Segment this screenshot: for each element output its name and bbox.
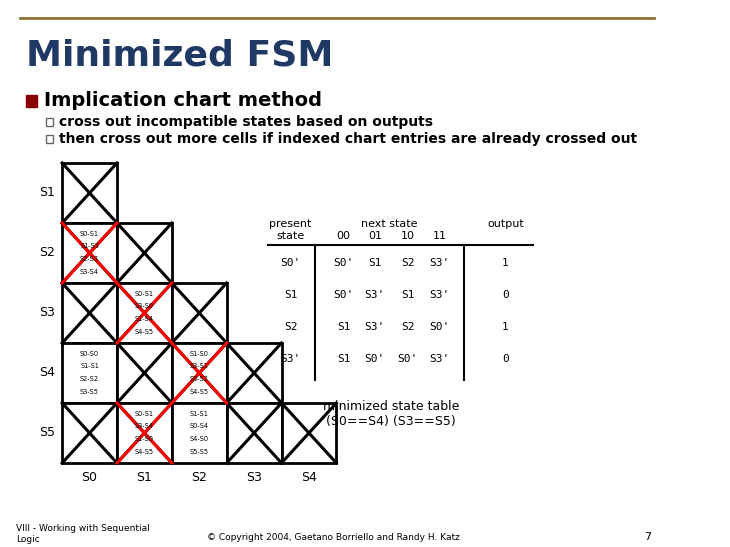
Text: S1-S3: S1-S3 xyxy=(80,243,99,249)
Text: S3-S0: S3-S0 xyxy=(135,304,154,310)
Bar xyxy=(227,343,282,403)
Text: S1: S1 xyxy=(137,471,153,484)
Text: S3': S3' xyxy=(280,354,301,364)
Text: S3-S5: S3-S5 xyxy=(80,388,99,394)
Text: S3-S4: S3-S4 xyxy=(135,423,154,429)
Text: S4: S4 xyxy=(39,366,55,380)
Text: S4-S5: S4-S5 xyxy=(135,449,154,455)
Text: S1-S4: S1-S4 xyxy=(135,316,154,322)
Text: S1-S1: S1-S1 xyxy=(190,411,209,417)
Text: 7: 7 xyxy=(644,532,651,542)
Bar xyxy=(172,403,227,463)
Text: S1-S1: S1-S1 xyxy=(80,363,99,369)
Text: S1: S1 xyxy=(337,322,350,332)
Text: 1: 1 xyxy=(502,258,509,268)
Text: minimized state table
(S0==S4) (S3==S5): minimized state table (S0==S4) (S3==S5) xyxy=(323,400,459,428)
Text: S1-S0: S1-S0 xyxy=(135,436,154,442)
Text: state: state xyxy=(277,231,305,241)
Bar xyxy=(282,403,337,463)
Bar xyxy=(227,403,282,463)
Text: 00: 00 xyxy=(337,231,350,241)
Text: S1-S0: S1-S0 xyxy=(190,351,209,357)
Text: S1: S1 xyxy=(337,354,350,364)
Text: S0: S0 xyxy=(82,471,98,484)
Text: S3-S2: S3-S2 xyxy=(190,376,209,382)
Bar xyxy=(46,118,53,126)
Text: S3': S3' xyxy=(429,258,450,268)
Text: S1: S1 xyxy=(39,187,55,200)
Text: S3': S3' xyxy=(429,290,450,300)
Text: S4-S5: S4-S5 xyxy=(135,329,154,335)
Text: S1: S1 xyxy=(401,290,415,300)
Text: cross out incompatible states based on outputs: cross out incompatible states based on o… xyxy=(59,115,434,129)
Text: S3: S3 xyxy=(246,471,262,484)
Text: S1: S1 xyxy=(368,258,382,268)
Text: S0-S0: S0-S0 xyxy=(80,351,99,357)
Text: S2: S2 xyxy=(401,322,415,332)
Text: S3-S4: S3-S4 xyxy=(80,269,99,275)
Text: 10: 10 xyxy=(401,231,415,241)
Text: S0': S0' xyxy=(364,354,385,364)
Text: 11: 11 xyxy=(433,231,447,241)
Bar xyxy=(46,135,53,143)
Bar xyxy=(62,403,117,463)
Text: S2: S2 xyxy=(191,471,207,484)
Bar xyxy=(62,223,117,283)
Text: © Copyright 2004, Gaetano Borriello and Randy H. Katz: © Copyright 2004, Gaetano Borriello and … xyxy=(207,532,460,542)
Text: S3: S3 xyxy=(39,306,55,319)
Text: S0-S4: S0-S4 xyxy=(190,423,209,429)
Bar xyxy=(26,95,36,107)
Text: S0': S0' xyxy=(429,322,450,332)
Text: S0': S0' xyxy=(280,258,301,268)
Text: S2-S3: S2-S3 xyxy=(80,256,99,262)
Bar xyxy=(62,343,117,403)
Text: S2-S2: S2-S2 xyxy=(80,376,99,382)
Text: S2: S2 xyxy=(39,247,55,259)
Bar xyxy=(117,223,172,283)
Bar xyxy=(117,343,172,403)
Text: S0': S0' xyxy=(334,258,354,268)
Text: output: output xyxy=(487,219,524,229)
Text: Minimized FSM: Minimized FSM xyxy=(26,38,333,72)
Text: present: present xyxy=(269,219,312,229)
Text: 0: 0 xyxy=(502,290,509,300)
Text: S3': S3' xyxy=(429,354,450,364)
Text: S0-S1: S0-S1 xyxy=(135,411,154,417)
Text: S2: S2 xyxy=(284,322,297,332)
Text: then cross out more cells if indexed chart entries are already crossed out: then cross out more cells if indexed cha… xyxy=(59,132,637,146)
Text: next state: next state xyxy=(361,219,418,229)
Text: S3-S1: S3-S1 xyxy=(190,363,209,369)
Bar xyxy=(62,283,117,343)
Bar xyxy=(62,163,117,223)
Text: S3': S3' xyxy=(364,290,385,300)
Text: S1: S1 xyxy=(284,290,297,300)
Text: S4-S0: S4-S0 xyxy=(190,436,209,442)
Bar xyxy=(172,283,227,343)
Text: S0': S0' xyxy=(334,290,354,300)
Bar xyxy=(172,343,227,403)
Text: Implication chart method: Implication chart method xyxy=(44,91,322,110)
Text: S4-S5: S4-S5 xyxy=(190,388,209,394)
Bar xyxy=(117,283,172,343)
Text: 0: 0 xyxy=(502,354,509,364)
Text: S3': S3' xyxy=(364,322,385,332)
Text: VIII - Working with Sequential
Logic: VIII - Working with Sequential Logic xyxy=(17,525,150,544)
Text: 1: 1 xyxy=(502,322,509,332)
Text: S0-S1: S0-S1 xyxy=(80,231,99,237)
Text: S5: S5 xyxy=(39,427,55,439)
Text: S0': S0' xyxy=(398,354,418,364)
Text: S0-S1: S0-S1 xyxy=(135,291,154,297)
Bar xyxy=(117,403,172,463)
Text: S5-S5: S5-S5 xyxy=(190,449,209,455)
Text: S4: S4 xyxy=(301,471,317,484)
Text: S2: S2 xyxy=(401,258,415,268)
Text: 01: 01 xyxy=(368,231,382,241)
